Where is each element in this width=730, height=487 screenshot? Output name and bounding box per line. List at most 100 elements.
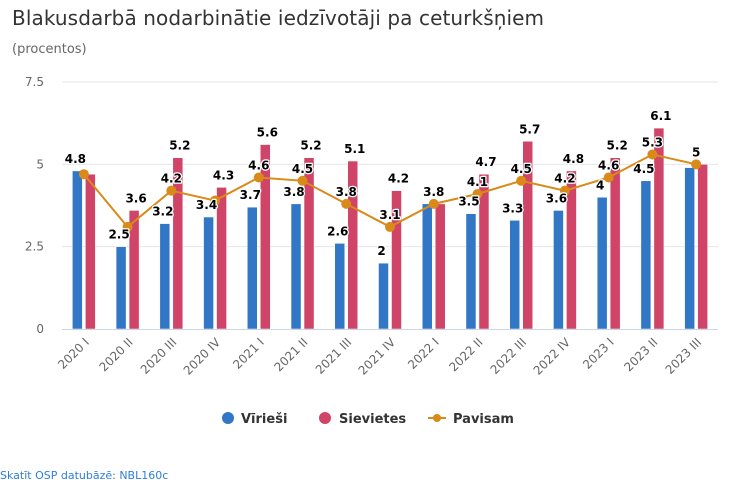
data-label-men: 3.8 <box>283 185 304 199</box>
bar-men <box>553 210 564 330</box>
data-label-women: 5.2 <box>169 139 190 153</box>
data-label-women: 4.3 <box>213 168 234 182</box>
data-label-men: 3.7 <box>240 188 261 202</box>
source-link[interactable]: Skatīt OSP datubāzē: NBL160c <box>0 469 169 482</box>
x-tick-label: 2020 II <box>97 335 136 374</box>
data-label-men: 2.5 <box>108 228 129 242</box>
bar-men <box>509 220 520 330</box>
x-tick-label: 2020 III <box>138 335 180 377</box>
legend: Vīrieši Sievietes Pavisam <box>222 412 514 427</box>
bar-men <box>684 167 695 330</box>
x-tick-label: 2022 IV <box>531 335 574 378</box>
data-label-women: 5.2 <box>300 139 321 153</box>
x-tick-label: 2022 I <box>405 335 442 372</box>
x-tick-label: 2022 II <box>446 335 485 374</box>
data-label-men: 3.2 <box>152 205 173 219</box>
bar-women <box>216 187 227 330</box>
point-total <box>166 185 177 196</box>
data-label-women: 3.6 <box>125 191 146 205</box>
data-label-women: 4.8 <box>563 152 584 166</box>
legend-item-women[interactable]: Sievietes <box>319 412 406 427</box>
point-total <box>647 149 658 160</box>
bar-men <box>640 180 652 330</box>
bar-men <box>247 206 258 330</box>
legend-marker-women <box>319 412 331 424</box>
legend-label-women: Sievietes <box>339 412 406 427</box>
x-tick-label: 2021 III <box>313 335 355 377</box>
data-label-total: 4.2 <box>161 172 182 186</box>
data-label-total: 5 <box>692 145 700 159</box>
data-label-men: 3.6 <box>546 191 567 205</box>
data-label-women: 5.1 <box>344 142 365 156</box>
bar-women <box>434 203 446 330</box>
data-label-men: 4.8 <box>65 152 86 166</box>
point-total <box>603 172 614 183</box>
point-total <box>210 195 221 206</box>
bar-women <box>697 164 708 330</box>
x-tick-label: 2023 II <box>621 335 660 374</box>
data-label-total: 3.1 <box>379 208 400 222</box>
data-label-total: 4.5 <box>292 162 313 176</box>
x-tick-label: 2021 I <box>230 335 267 372</box>
x-tick-label: 2021 IV <box>356 335 399 378</box>
total-line <box>78 149 702 232</box>
point-total <box>559 185 570 196</box>
chart-subtitle: (procentos) <box>12 42 87 57</box>
legend-label-total: Pavisam <box>453 412 514 427</box>
bar-men <box>334 243 346 330</box>
bar-men <box>115 246 127 330</box>
x-tick-label: 2020 IV <box>181 335 224 378</box>
point-total <box>297 175 308 186</box>
bar-men <box>378 262 389 330</box>
data-label-men: 2.6 <box>327 224 348 238</box>
bar-men <box>203 216 214 330</box>
bar-women <box>609 157 621 330</box>
x-tick-label: 2023 I <box>580 335 617 372</box>
bars <box>72 127 708 330</box>
legend-item-men[interactable]: Vīrieši <box>222 412 287 427</box>
data-label-total: 4.2 <box>554 172 575 186</box>
data-label-women: 5.7 <box>519 122 540 136</box>
data-label-women: 5.2 <box>607 139 628 153</box>
data-labels: 4.8 2.5 3.6 3.2 5.2 4.2 3.4 4.3 3.7 5.6 4.6 3.8 5.2 4… <box>63 108 701 260</box>
point-total <box>385 221 395 232</box>
grid-lines <box>62 81 718 248</box>
x-tick-label: 2020 I <box>55 335 92 372</box>
data-label-total: 4.5 <box>511 162 532 176</box>
data-label-women: 4.7 <box>475 155 496 169</box>
bar-men <box>421 203 433 330</box>
data-label-men: 2 <box>377 244 385 258</box>
point-total <box>472 188 483 199</box>
data-label-men: 4 <box>596 178 604 192</box>
point-total <box>253 172 264 183</box>
data-label-men: 3.4 <box>196 198 217 212</box>
x-tick-label: 2021 II <box>271 335 310 374</box>
bar-men <box>596 197 608 330</box>
y-tick-label: 5 <box>36 157 44 171</box>
point-total <box>78 169 89 180</box>
data-label-women: 4.2 <box>388 172 409 186</box>
data-label-total: 5.3 <box>642 135 663 149</box>
point-total <box>691 159 702 170</box>
x-tick-label: 2023 III <box>663 335 705 377</box>
bar-men <box>290 203 302 330</box>
x-tick-label: 2022 III <box>488 335 530 377</box>
bar-women <box>85 173 96 330</box>
y-tick-label: 2.5 <box>25 240 44 254</box>
data-label-total: 3.8 <box>423 185 444 199</box>
legend-label-men: Vīrieši <box>241 412 287 427</box>
point-total <box>428 198 439 209</box>
data-label-women: 6.1 <box>650 109 671 123</box>
data-label-women: 5.6 <box>257 126 278 140</box>
legend-item-total[interactable]: Pavisam <box>428 412 514 427</box>
legend-marker-total <box>433 414 441 422</box>
bar-men <box>72 170 83 330</box>
point-total <box>516 175 527 186</box>
bar-men <box>159 223 171 330</box>
data-label-total: 4.6 <box>598 159 619 173</box>
data-label-total: 3.8 <box>336 185 357 199</box>
data-label-men: 4.5 <box>633 162 654 176</box>
data-label-total: 4.1 <box>467 175 488 189</box>
data-label-total: 4.6 <box>248 159 269 173</box>
x-axis-ticks: 2020 I 2020 II 2020 III 2020 IV 2021 I 2021 I… <box>55 335 704 378</box>
